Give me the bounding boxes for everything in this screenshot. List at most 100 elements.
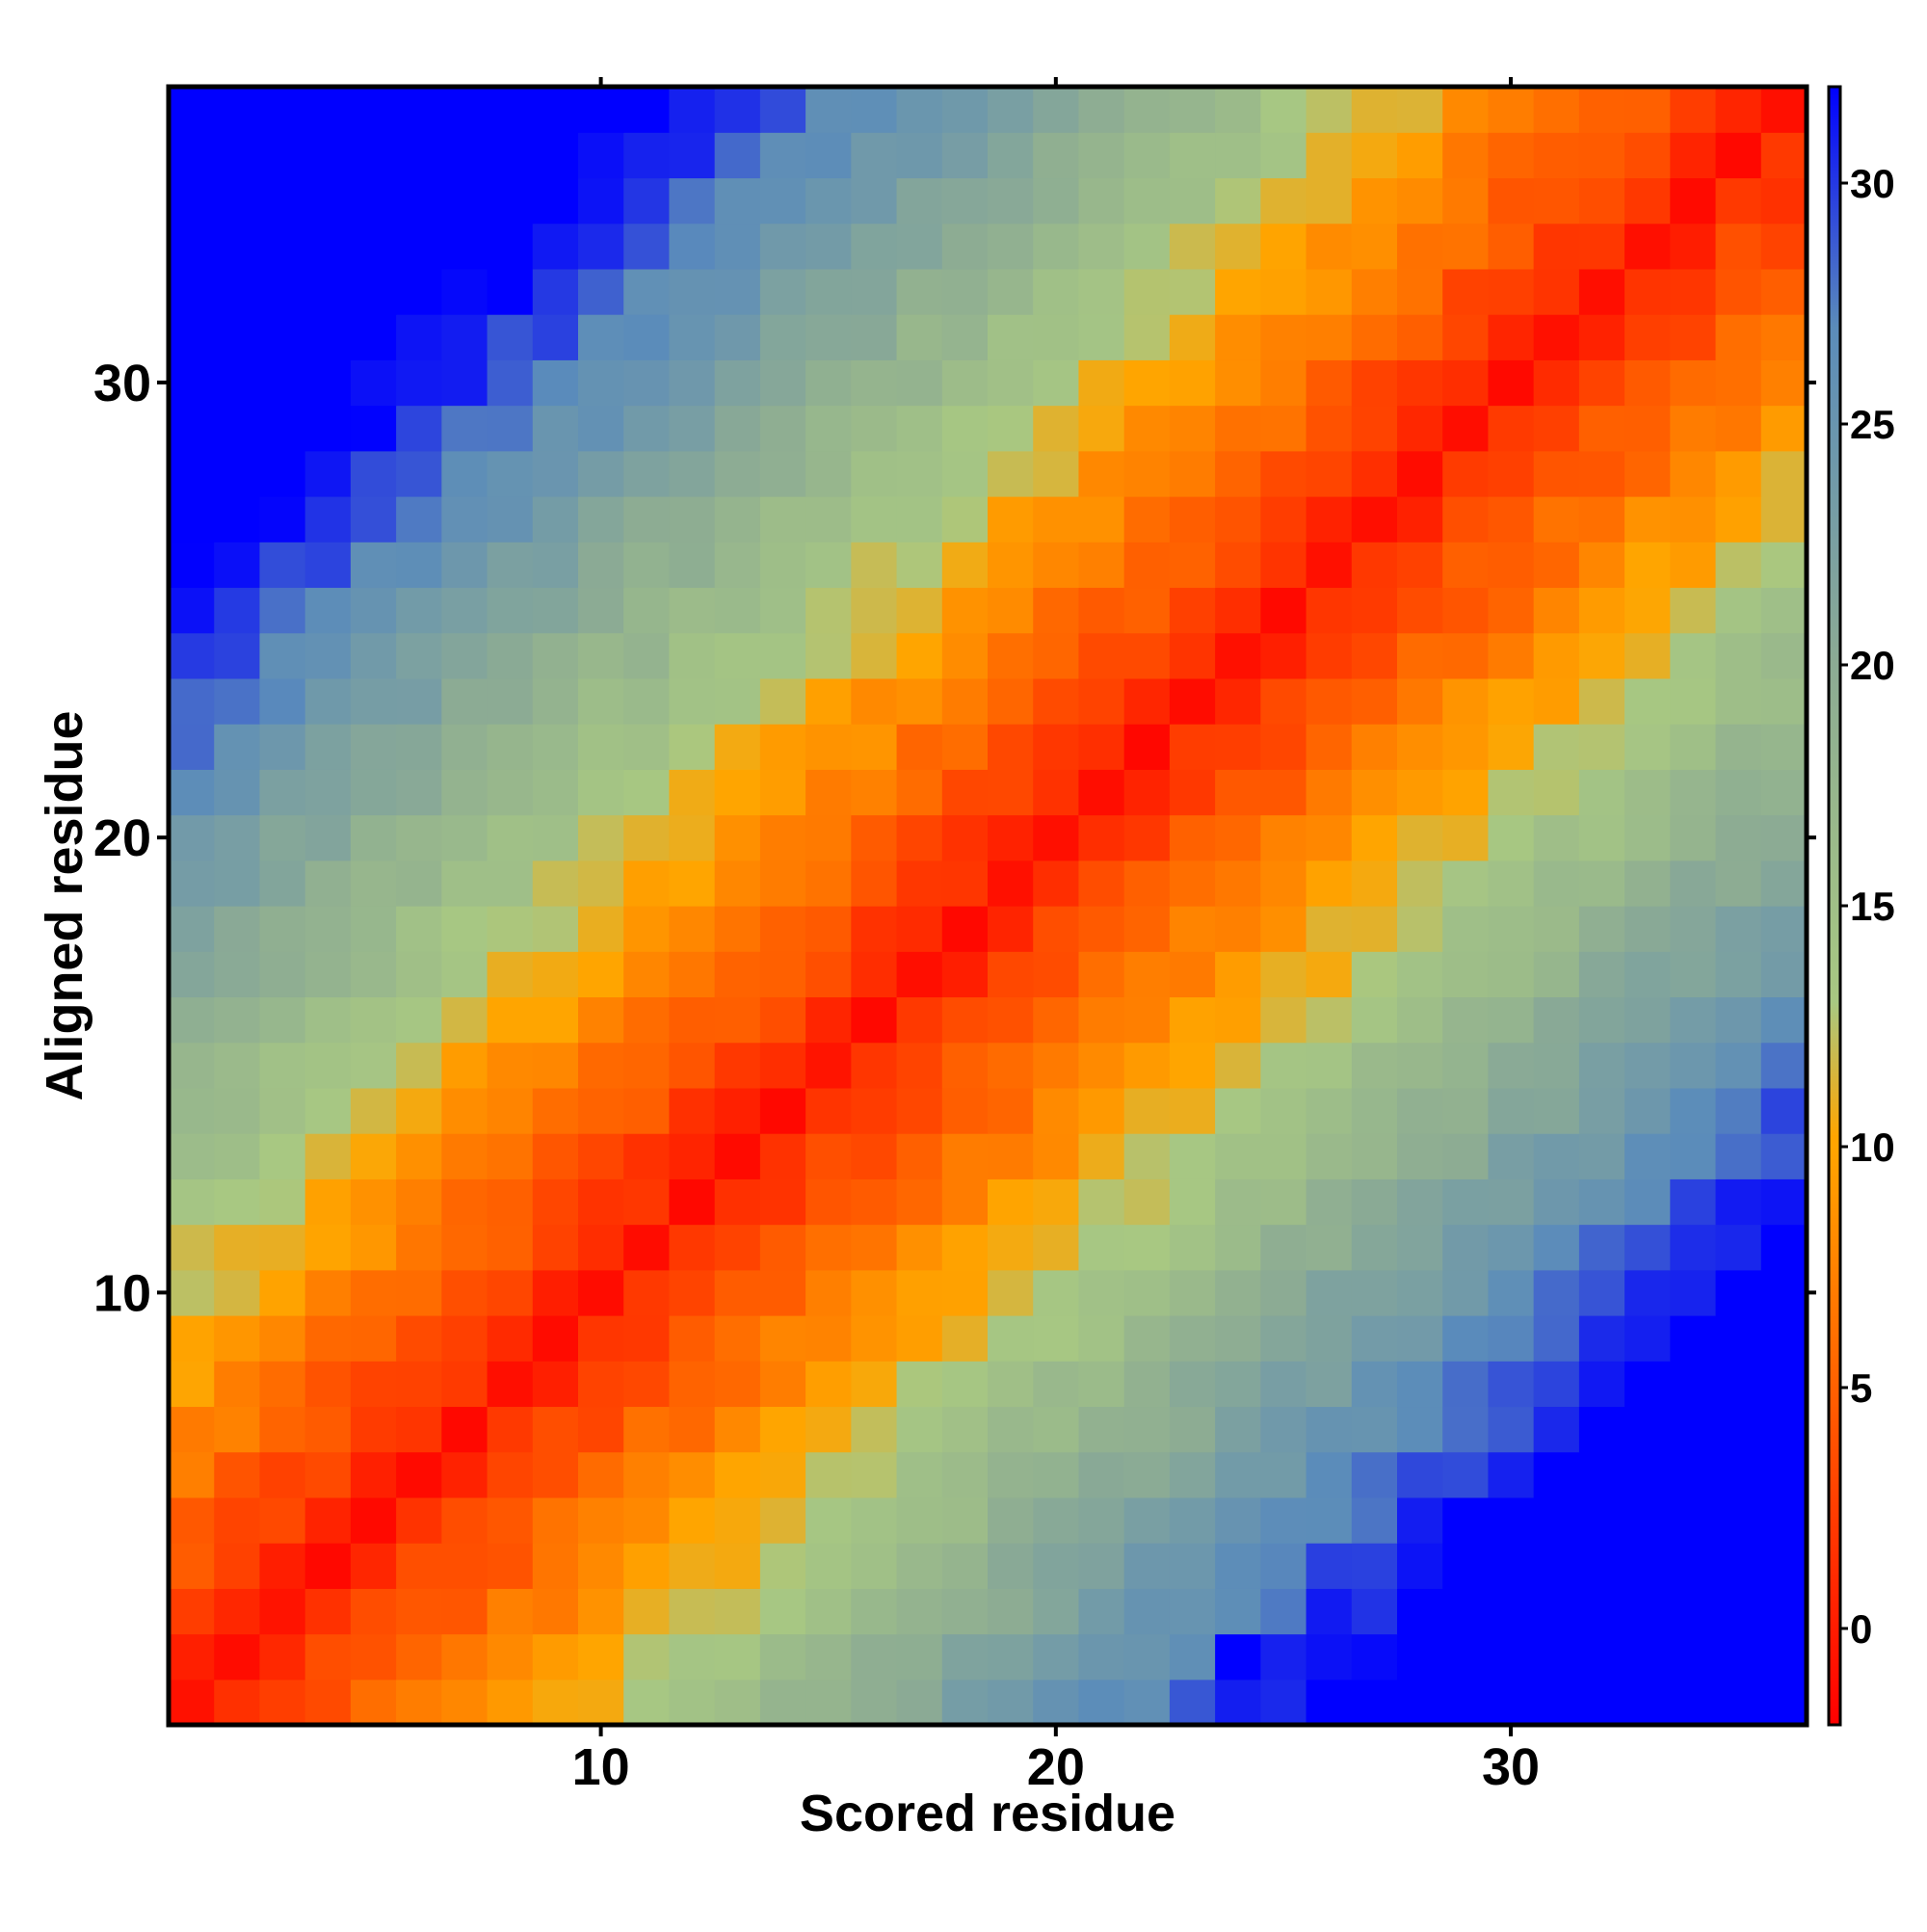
heatmap-cell <box>441 1451 488 1498</box>
heatmap-cell <box>759 87 806 133</box>
heatmap-cell <box>1397 1361 1443 1408</box>
heatmap-cell <box>941 1406 989 1453</box>
heatmap-cell <box>532 268 579 315</box>
heatmap-cell <box>487 177 534 225</box>
heatmap-cell <box>851 1224 898 1271</box>
heatmap-cell <box>669 132 716 179</box>
heatmap-cell <box>1033 632 1080 679</box>
heatmap-cell <box>1078 996 1125 1044</box>
heatmap-cell <box>1488 1224 1535 1271</box>
heatmap-cell <box>759 1679 806 1726</box>
heatmap-cell <box>1624 132 1671 179</box>
heatmap-cell <box>1760 223 1808 270</box>
heatmap-cell <box>304 1133 352 1179</box>
heatmap-cell <box>1169 1679 1216 1726</box>
heatmap-cell <box>1123 1588 1171 1635</box>
heatmap-cell <box>896 814 943 861</box>
heatmap-cell <box>441 769 488 816</box>
heatmap-cell <box>1670 769 1717 816</box>
heatmap-cell <box>1397 860 1443 907</box>
heatmap-cell <box>350 906 397 952</box>
heatmap-cell <box>851 1679 898 1726</box>
heatmap-cell <box>896 405 943 452</box>
heatmap-cell <box>988 1087 1034 1134</box>
heatmap-cell <box>1215 1496 1261 1544</box>
heatmap-cell <box>1123 1178 1171 1226</box>
heatmap-cell <box>941 1633 989 1681</box>
heatmap-cell <box>988 996 1034 1044</box>
heatmap-cell <box>1306 1633 1353 1681</box>
heatmap-cell <box>851 632 898 679</box>
heatmap-cell <box>350 1588 397 1635</box>
heatmap-cell <box>169 223 215 270</box>
heatmap-cell <box>623 1269 671 1316</box>
x-tick-label: 20 <box>1027 1738 1085 1796</box>
heatmap-cell <box>214 359 261 407</box>
heatmap-cell <box>1488 1133 1535 1179</box>
heatmap-cell <box>532 1496 579 1544</box>
heatmap-cell <box>1578 632 1625 679</box>
heatmap-cell <box>259 1496 306 1544</box>
heatmap-cell <box>714 1178 761 1226</box>
heatmap-cell <box>214 1451 261 1498</box>
heatmap-cell <box>1078 951 1125 998</box>
heatmap-cell <box>1397 177 1443 225</box>
heatmap-cell <box>1033 1496 1080 1544</box>
heatmap-cell <box>669 542 716 589</box>
heatmap-cell <box>669 1133 716 1179</box>
heatmap-cell <box>350 587 397 634</box>
heatmap-cell <box>396 1269 442 1316</box>
heatmap-cell <box>896 951 943 998</box>
heatmap-cell <box>1351 1178 1398 1226</box>
heatmap-cell <box>304 677 352 725</box>
heatmap-cell <box>214 951 261 998</box>
heatmap-cell <box>669 359 716 407</box>
heatmap-cell <box>941 814 989 861</box>
heatmap-cell <box>759 1496 806 1544</box>
heatmap-cell <box>350 677 397 725</box>
heatmap-cell <box>169 860 215 907</box>
heatmap-cell <box>214 405 261 452</box>
heatmap-cell <box>623 359 671 407</box>
heatmap-cell <box>1624 677 1671 725</box>
heatmap-cell <box>304 587 352 634</box>
heatmap-cell <box>1215 587 1261 634</box>
heatmap-cell <box>1442 860 1490 907</box>
heatmap-cell <box>1169 1178 1216 1226</box>
heatmap-cell <box>169 1679 215 1726</box>
heatmap-cell <box>1488 1269 1535 1316</box>
heatmap-cell <box>759 1133 806 1179</box>
heatmap-cell <box>1670 677 1717 725</box>
heatmap-cell <box>1760 177 1808 225</box>
heatmap-cell <box>714 1679 761 1726</box>
heatmap-cell <box>396 87 442 133</box>
heatmap-cell <box>396 405 442 452</box>
heatmap-cell <box>1123 405 1171 452</box>
heatmap-cell <box>1169 1496 1216 1544</box>
heatmap-cell <box>988 177 1034 225</box>
heatmap-cell <box>1078 177 1125 225</box>
heatmap-cell <box>441 405 488 452</box>
heatmap-cell <box>259 587 306 634</box>
heatmap-cell <box>896 496 943 543</box>
heatmap-cell <box>1488 1588 1535 1635</box>
heatmap-cell <box>1123 359 1171 407</box>
heatmap-cell <box>1397 268 1443 315</box>
heatmap-cell <box>578 314 624 360</box>
heatmap-cell <box>1670 632 1717 679</box>
heatmap-cell <box>805 314 852 360</box>
heatmap-cell <box>487 996 534 1044</box>
heatmap-cell <box>941 405 989 452</box>
heatmap-cell <box>396 996 442 1044</box>
heatmap-cell <box>1033 769 1080 816</box>
heatmap-cell <box>1078 542 1125 589</box>
heatmap-cell <box>1169 996 1216 1044</box>
heatmap-cell <box>1715 632 1762 679</box>
heatmap-cell <box>1715 996 1762 1044</box>
heatmap-cell <box>669 1361 716 1408</box>
heatmap-cell <box>304 1269 352 1316</box>
heatmap-cell <box>1123 87 1171 133</box>
heatmap-cell <box>1306 223 1353 270</box>
heatmap-cell <box>532 1178 579 1226</box>
heatmap-cell <box>1351 632 1398 679</box>
